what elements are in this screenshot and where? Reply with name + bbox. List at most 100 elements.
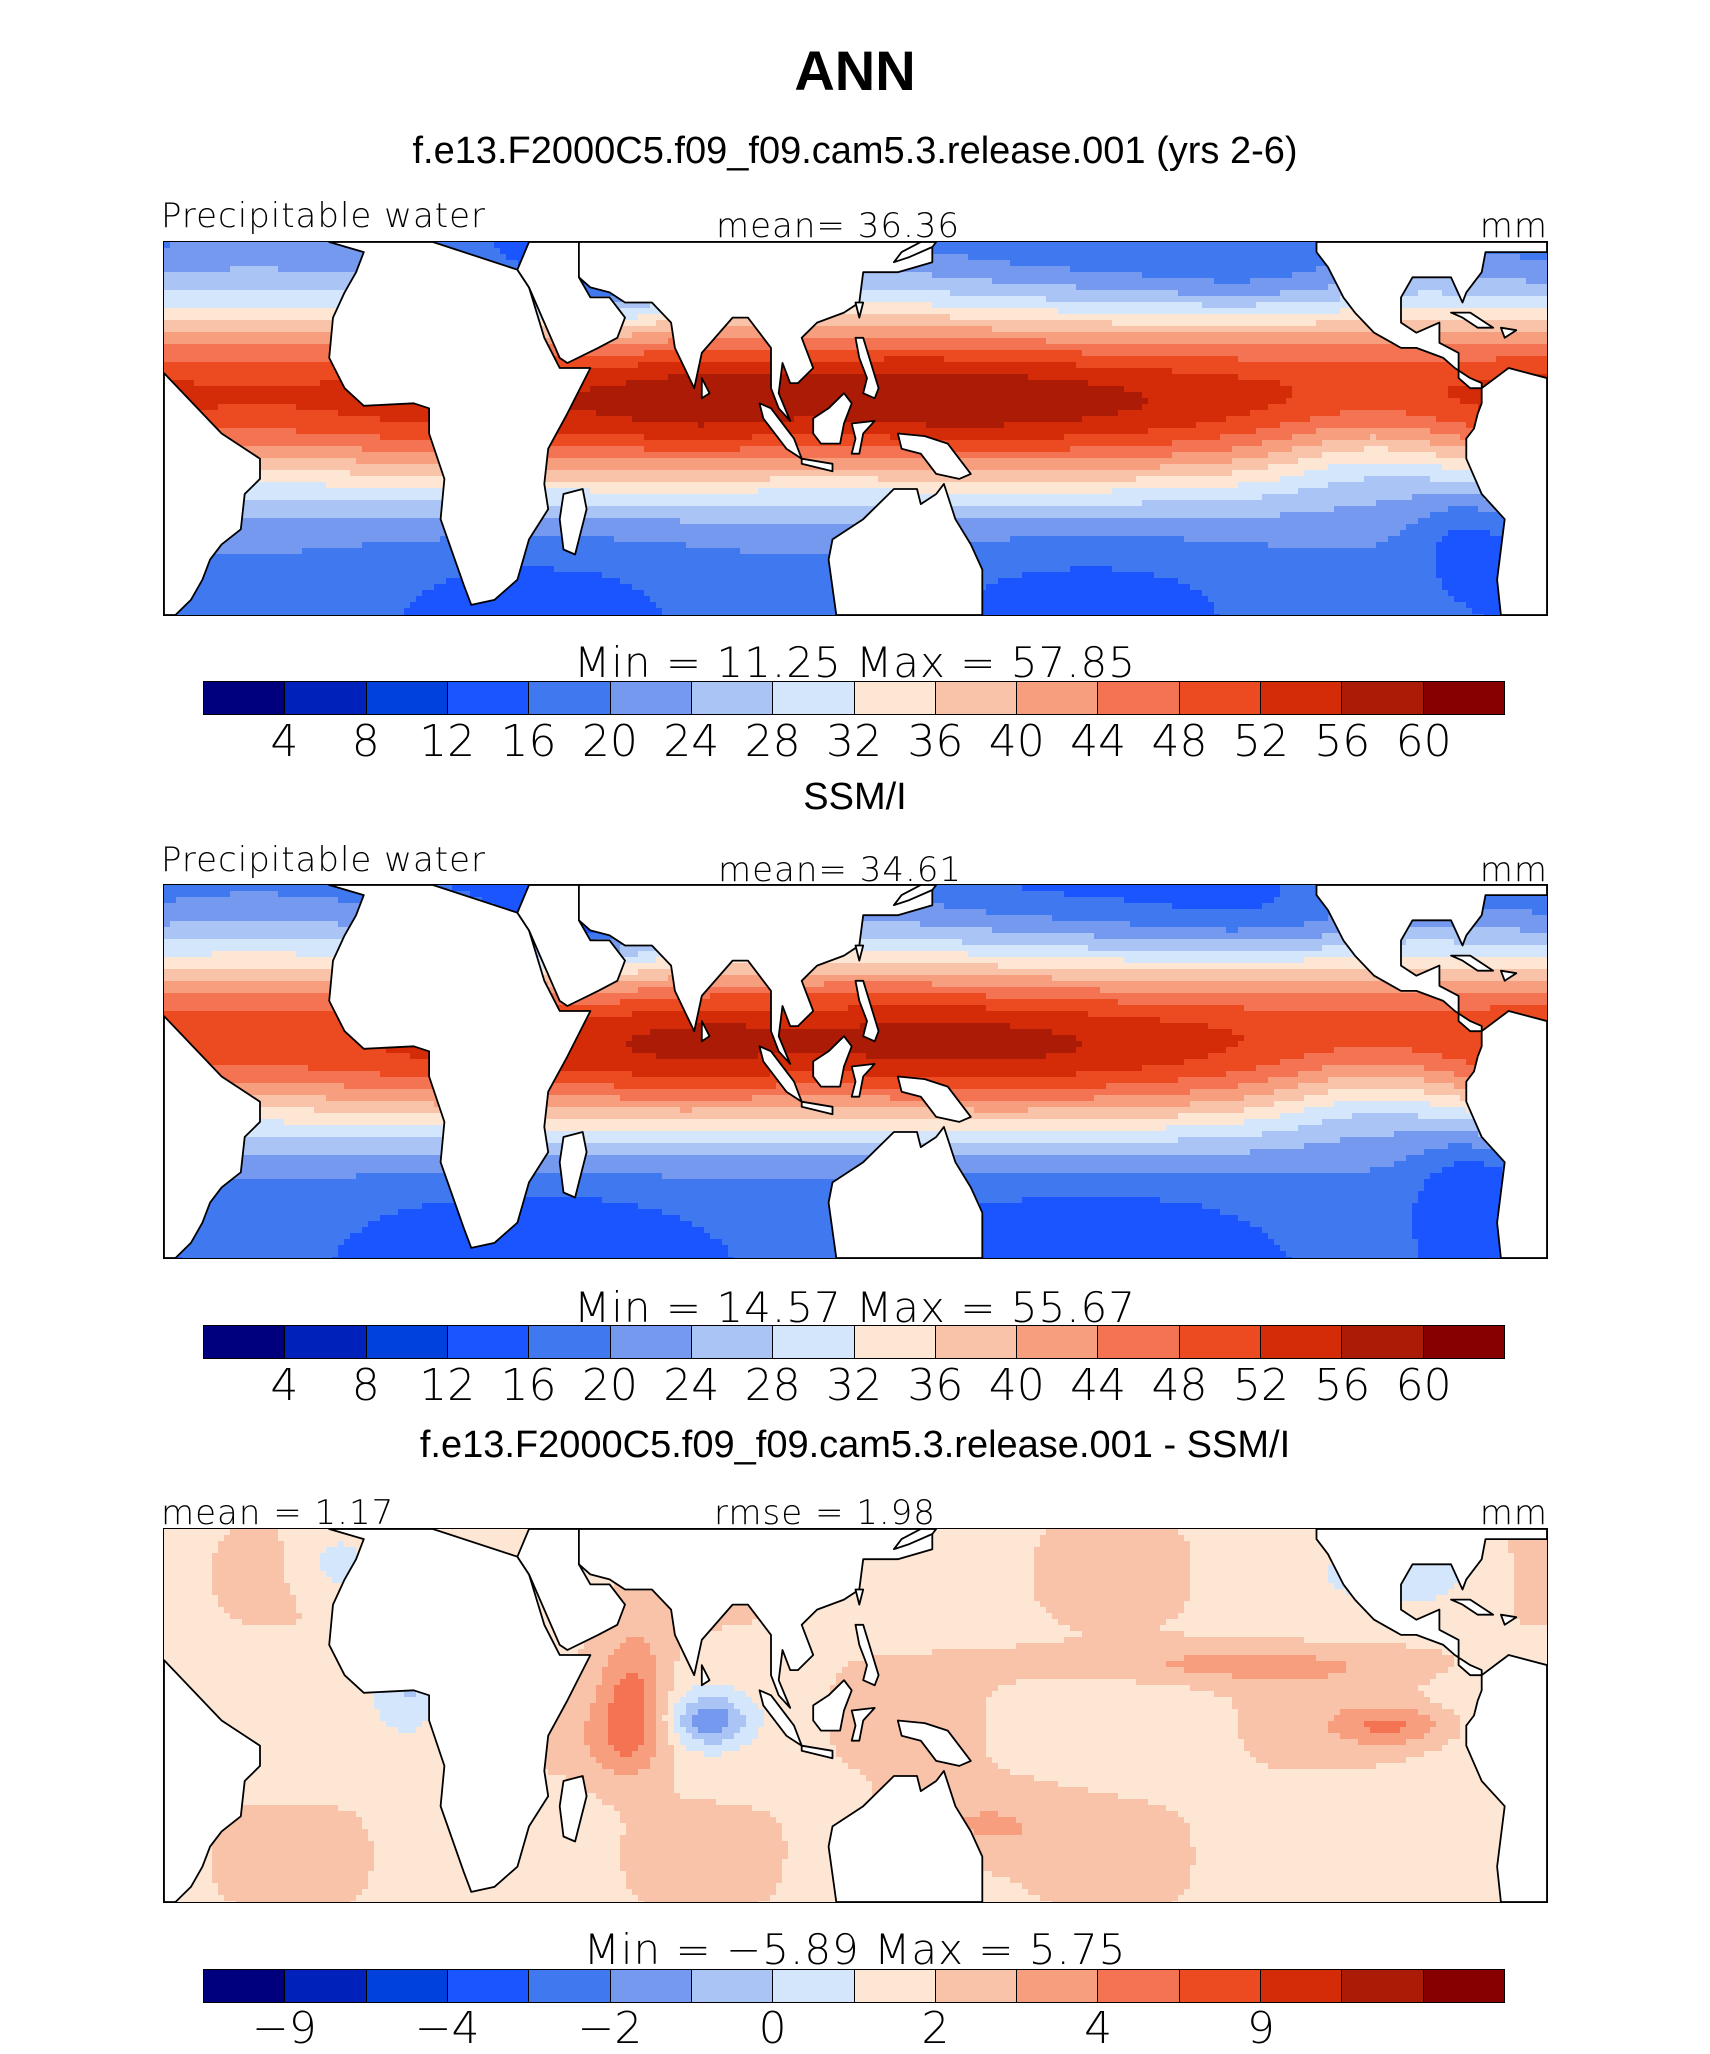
land-outline bbox=[1500, 326, 1518, 339]
colorbar-swatch bbox=[1017, 1970, 1099, 2002]
colorbar-tick-label: 32 bbox=[826, 716, 882, 767]
figure-title: ANN bbox=[794, 39, 916, 102]
land-outline bbox=[893, 1529, 938, 1551]
land-outline bbox=[577, 885, 934, 1065]
land-outline bbox=[812, 392, 853, 445]
colorbar-swatch bbox=[529, 682, 611, 714]
land-outline bbox=[893, 885, 938, 907]
colorbar-tick-label: 0 bbox=[758, 2003, 787, 2054]
colorbar-tick-label: 12 bbox=[419, 1360, 476, 1411]
panel-1-map-canvas bbox=[164, 242, 1547, 615]
colorbar-swatch bbox=[1017, 682, 1099, 714]
colorbar-swatch bbox=[204, 682, 286, 714]
land-outline bbox=[164, 1659, 261, 1902]
colorbar-tick-label: 44 bbox=[1070, 1360, 1127, 1411]
panel-1-map bbox=[163, 241, 1548, 616]
land-outline bbox=[812, 1035, 853, 1088]
land-outline bbox=[1450, 311, 1495, 329]
colorbar-tick-label: 36 bbox=[907, 1360, 964, 1411]
land-outline bbox=[577, 1529, 934, 1709]
colorbar-tick-label: 4 bbox=[270, 716, 299, 767]
colorbar-tick-label: 4 bbox=[1084, 2003, 1113, 2054]
colorbar-tick-label: −4 bbox=[414, 2003, 480, 2054]
panel-2-units: mm bbox=[1479, 850, 1548, 890]
panel-2-title: SSM/I bbox=[803, 776, 907, 818]
land-outline bbox=[1465, 1654, 1547, 1902]
colorbar-tick-label: 16 bbox=[500, 1360, 557, 1411]
colorbar-swatch bbox=[773, 1326, 855, 1358]
colorbar-swatch bbox=[366, 1970, 448, 2002]
colorbar-tick-label: 12 bbox=[419, 716, 476, 767]
panel-3-map bbox=[163, 1528, 1548, 1903]
colorbar-swatch bbox=[1098, 1970, 1180, 2002]
panel-2-map-canvas bbox=[164, 885, 1547, 1258]
land-outline bbox=[1450, 954, 1495, 972]
colorbar-tick-label: 20 bbox=[581, 1360, 638, 1411]
colorbar-swatch bbox=[773, 1970, 855, 2002]
colorbar-tick-label: 44 bbox=[1070, 716, 1127, 767]
colorbar-swatch bbox=[529, 1970, 611, 2002]
colorbar-swatch bbox=[935, 1326, 1018, 1358]
land-outline bbox=[854, 1588, 865, 1606]
land-outline bbox=[164, 372, 261, 615]
colorbar-swatch bbox=[610, 682, 692, 714]
colorbar-swatch bbox=[1179, 1326, 1262, 1358]
land-outline bbox=[800, 1744, 834, 1760]
land-outline bbox=[854, 979, 880, 1043]
land-outline bbox=[328, 885, 592, 1249]
land-outline bbox=[558, 1131, 588, 1199]
panel-1-title: f.e13.F2000C5.f09_f09.cam5.3.release.001… bbox=[412, 130, 1298, 172]
colorbar-tick-label: 40 bbox=[988, 1360, 1045, 1411]
colorbar-swatch bbox=[1261, 1326, 1343, 1358]
land-outline bbox=[700, 1020, 711, 1043]
land-outline bbox=[1500, 969, 1518, 982]
colorbar-tick-label: 56 bbox=[1314, 1360, 1371, 1411]
panel-1-variable-label: Precipitable water bbox=[161, 196, 487, 236]
panel-3-title: f.e13.F2000C5.f09_f09.cam5.3.release.001… bbox=[419, 1424, 1291, 1466]
colorbar-swatch bbox=[935, 682, 1018, 714]
land-outline bbox=[700, 377, 711, 400]
land-outline bbox=[854, 301, 865, 319]
land-outline bbox=[827, 1769, 984, 1902]
colorbar-tick-label: 8 bbox=[351, 716, 380, 767]
colorbar-swatch bbox=[285, 1970, 367, 2002]
land-outline bbox=[1500, 1613, 1518, 1626]
land-outline bbox=[1315, 242, 1547, 390]
colorbar-tick-label: −2 bbox=[577, 2003, 643, 2054]
panel-2-min-max: Min = 14.57 Max = 55.67 bbox=[574, 1283, 1136, 1332]
colorbar-tick-label: 16 bbox=[500, 716, 557, 767]
panel-1-units: mm bbox=[1479, 206, 1548, 246]
panel-1-min-max: Min = 11.25 Max = 57.85 bbox=[574, 638, 1136, 687]
land-outline bbox=[1465, 367, 1547, 615]
land-outline bbox=[827, 1125, 984, 1258]
colorbar-tick-label: 40 bbox=[988, 716, 1045, 767]
land-outline bbox=[800, 1100, 834, 1116]
colorbar-swatch bbox=[204, 1326, 286, 1358]
land-outline bbox=[164, 1015, 261, 1258]
land-outline bbox=[700, 1664, 711, 1687]
colorbar-tick-label: 60 bbox=[1395, 716, 1452, 767]
panel-2-colorbar-ticks: 4 8 12 16 20 24 28 32 36 40 44 48 52 56 60 bbox=[203, 1360, 1505, 1411]
colorbar-swatch bbox=[285, 1326, 367, 1358]
colorbar-swatch bbox=[610, 1970, 692, 2002]
colorbar-swatch bbox=[854, 1970, 936, 2002]
panel-2-colorbar bbox=[203, 1325, 1505, 1359]
colorbar-swatch bbox=[447, 1326, 530, 1358]
panel-2-map bbox=[163, 884, 1548, 1259]
colorbar-swatch bbox=[285, 682, 367, 714]
colorbar-swatch bbox=[691, 682, 774, 714]
colorbar-tick-label: 28 bbox=[744, 1360, 801, 1411]
colorbar-tick-label: 32 bbox=[826, 1360, 882, 1411]
colorbar-swatch bbox=[1342, 1326, 1424, 1358]
colorbar-swatch bbox=[1423, 1970, 1504, 2002]
colorbar-tick-label: 48 bbox=[1151, 1360, 1208, 1411]
colorbar-swatch bbox=[1017, 1326, 1099, 1358]
panel-1-colorbar-ticks: 4 8 12 16 20 24 28 32 36 40 44 48 52 56 60 bbox=[203, 716, 1505, 767]
land-outline bbox=[800, 457, 834, 473]
colorbar-tick-label: 2 bbox=[921, 2003, 950, 2054]
panel-3-map-canvas bbox=[164, 1529, 1547, 1902]
colorbar-swatch bbox=[1179, 1970, 1262, 2002]
land-outline bbox=[577, 242, 934, 422]
colorbar-swatch bbox=[1342, 1970, 1424, 2002]
colorbar-tick-label: 52 bbox=[1232, 1360, 1289, 1411]
